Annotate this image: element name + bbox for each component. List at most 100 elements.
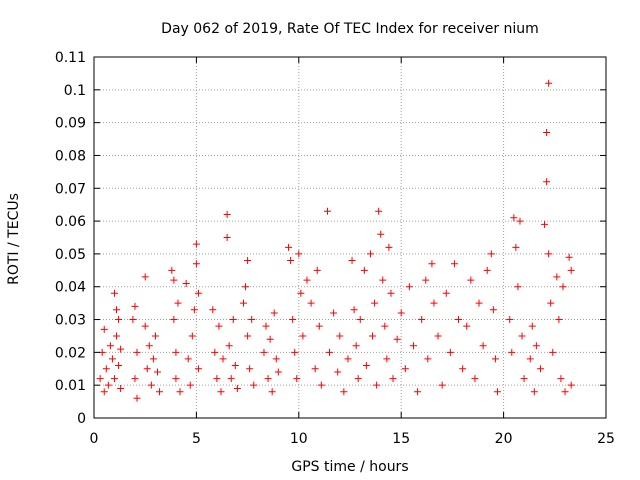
data-point [295, 250, 303, 258]
data-point [455, 316, 463, 324]
data-point [260, 348, 268, 356]
data-point [405, 283, 413, 291]
data-point [172, 375, 180, 383]
data-point [299, 332, 307, 340]
data-point [549, 348, 557, 356]
data-point [520, 375, 528, 383]
data-point [536, 365, 544, 373]
data-point [168, 266, 176, 274]
data-point [215, 322, 223, 330]
data-point [430, 299, 438, 307]
data-point [141, 273, 149, 281]
data-point [192, 260, 200, 268]
data-point [561, 388, 569, 396]
x-axis-ticks: 0 5 10 15 20 25 [90, 57, 615, 447]
data-point [297, 289, 305, 297]
y-tick-label: 0.01 [55, 378, 86, 394]
y-tick-label: 0.05 [55, 247, 86, 263]
data-point [131, 375, 139, 383]
data-point [225, 342, 233, 350]
data-point [117, 384, 125, 392]
plot-frame [93, 56, 607, 419]
data-point [213, 375, 221, 383]
data-point [493, 388, 501, 396]
data-point [231, 361, 239, 369]
x-tick-label: 0 [90, 431, 99, 447]
chart-title: Day 062 of 2019, Rate Of TEC Index for r… [161, 21, 539, 37]
data-point [194, 289, 202, 297]
data-point [170, 316, 178, 324]
data-point [272, 355, 280, 363]
data-point [479, 342, 487, 350]
data-point [96, 375, 104, 383]
data-point [506, 316, 514, 324]
y-tick-label: 0.02 [55, 345, 86, 361]
grid-lines [94, 57, 606, 418]
data-point [188, 332, 196, 340]
data-point [424, 355, 432, 363]
data-point [250, 381, 258, 389]
data-point [233, 384, 241, 392]
data-point [147, 381, 155, 389]
data-point [491, 355, 499, 363]
data-point [356, 316, 364, 324]
data-point [223, 234, 231, 241]
data-point [369, 332, 377, 340]
data-point [545, 250, 553, 258]
data-point [151, 332, 159, 340]
data-point [100, 325, 108, 333]
data-point [131, 302, 139, 310]
x-tick-label: 10 [290, 431, 308, 447]
data-point [442, 289, 450, 297]
data-point [100, 388, 108, 396]
data-point [194, 365, 202, 373]
data-point [459, 365, 467, 373]
data-point [553, 273, 561, 281]
data-point [115, 316, 123, 324]
data-point [352, 342, 360, 350]
data-point [543, 178, 551, 186]
data-point [229, 316, 237, 324]
data-point [371, 299, 379, 307]
data-point [287, 256, 295, 264]
data-point [291, 348, 299, 356]
data-point [446, 348, 454, 356]
data-point [264, 375, 272, 383]
data-point [414, 388, 422, 396]
data-point [110, 375, 118, 383]
data-point [190, 306, 198, 314]
data-point [113, 332, 121, 340]
data-point [149, 355, 157, 363]
data-point [422, 276, 430, 284]
y-tick-label: 0.09 [55, 116, 86, 132]
data-point [508, 348, 516, 356]
data-point [379, 276, 387, 284]
data-point [209, 306, 217, 314]
y-axis-ticks: 0 0.01 0.02 0.03 0.04 0.05 0.06 0.07 0.08 0.09 0.1… [55, 50, 606, 427]
data-point [156, 388, 164, 396]
data-point [129, 316, 137, 324]
data-point [467, 276, 475, 284]
data-point [248, 316, 256, 324]
data-point [315, 322, 323, 330]
x-tick-label: 15 [392, 431, 410, 447]
data-point [313, 266, 321, 274]
data-point [330, 309, 338, 317]
data-point [463, 322, 471, 330]
data-point [510, 214, 518, 222]
data-point [547, 299, 555, 307]
data-point [242, 283, 250, 291]
data-point [401, 365, 409, 373]
data-point [110, 289, 118, 297]
data-point [211, 348, 219, 356]
data-point [274, 368, 282, 376]
data-point [362, 361, 370, 369]
data-point [354, 375, 362, 383]
x-tick-label: 5 [192, 431, 201, 447]
data-point [182, 279, 190, 287]
data-point [106, 342, 114, 350]
x-tick-label: 20 [495, 431, 513, 447]
data-point [518, 332, 526, 340]
y-tick-label: 0.1 [64, 83, 86, 99]
